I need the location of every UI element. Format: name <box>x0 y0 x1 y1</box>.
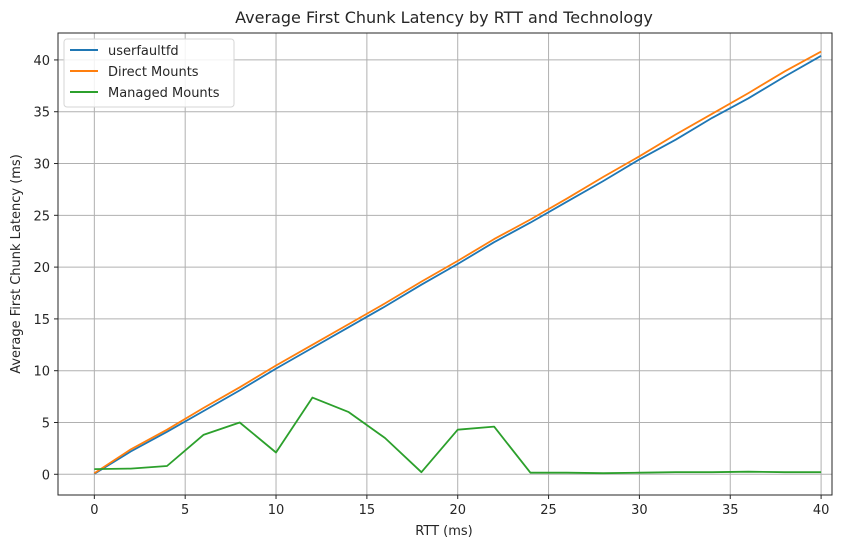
x-tick-label: 15 <box>359 503 376 518</box>
y-tick-label: 25 <box>33 209 50 224</box>
plot-area-frame <box>57 32 833 496</box>
y-tick-label: 10 <box>33 365 50 380</box>
axis-ticks: 0 5 10 15 20 25 30 35 40 0 5 10 15 20 25 30 35 40 <box>33 54 829 518</box>
y-tick-label: 15 <box>33 313 50 328</box>
series-lines <box>93 50 822 475</box>
chart-title: Average First Chunk Latency by RTT and T… <box>235 8 653 27</box>
x-tick-label: 25 <box>540 503 557 518</box>
legend: userfaultfd Direct Mounts Managed Mounts <box>63 38 235 108</box>
x-tick-label: 35 <box>722 503 739 518</box>
x-axis-label: RTT (ms) <box>415 524 472 539</box>
x-tick-label: 40 <box>813 503 830 518</box>
legend-box <box>63 38 235 108</box>
y-tick-label: 40 <box>33 54 50 69</box>
x-tick-label: 20 <box>449 503 466 518</box>
series-line-userfaultfd <box>93 55 822 475</box>
x-tick-label: 5 <box>181 503 189 518</box>
series-line-managed-mounts <box>94 396 822 475</box>
y-tick-label: 0 <box>42 468 50 483</box>
x-tick-label: 0 <box>90 503 98 518</box>
x-tick-label: 30 <box>631 503 648 518</box>
legend-label-userfaultfd: userfaultfd <box>108 44 179 59</box>
y-axis-label: Average First Chunk Latency (ms) <box>9 154 24 374</box>
legend-label-direct-mounts: Direct Mounts <box>108 65 199 80</box>
series-line-direct-mounts <box>93 50 822 474</box>
x-tick-label: 10 <box>268 503 285 518</box>
y-tick-label: 20 <box>33 261 50 276</box>
y-tick-label: 30 <box>33 158 50 173</box>
y-tick-label: 35 <box>33 106 50 121</box>
y-tick-label: 5 <box>42 416 50 431</box>
legend-label-managed-mounts: Managed Mounts <box>108 86 220 101</box>
